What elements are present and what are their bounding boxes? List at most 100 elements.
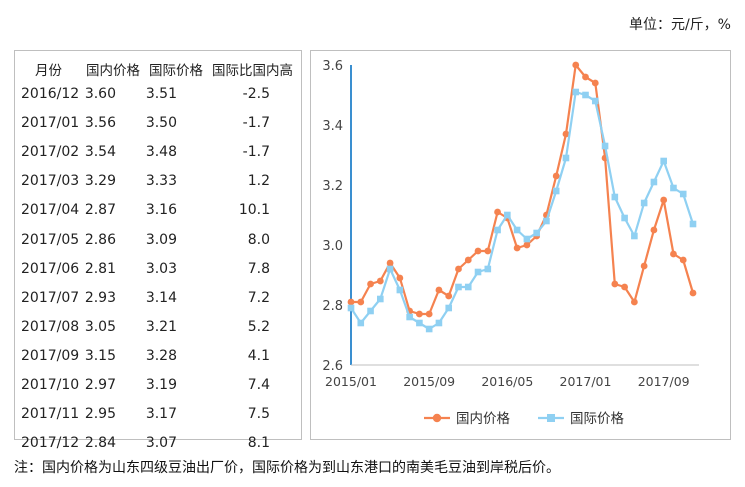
international-price-point — [601, 142, 609, 150]
international-price-point — [455, 283, 462, 291]
international-price-point — [533, 229, 540, 237]
international-price-point — [484, 265, 492, 273]
domestic-price-point — [425, 310, 433, 318]
domestic-price-point — [484, 247, 492, 255]
domestic-price-cell: 3.15 — [84, 347, 116, 364]
international-price-cell: 3.17 — [145, 406, 177, 423]
difference-cell: -2.5 — [242, 86, 270, 102]
difference-cell: 7.2 — [247, 289, 270, 306]
table-row: 2016/12 3.60 3.51 -2.5 — [15, 86, 301, 114]
series-line-domestic — [351, 63, 695, 316]
domestic-price-cell: 3.29 — [84, 173, 116, 190]
table-row: 2017/08 3.05 3.21 5.2 — [15, 319, 301, 347]
international-price-point — [367, 307, 374, 315]
domestic-price-point — [660, 196, 668, 204]
domestic-price-point — [376, 277, 384, 285]
domestic-price-point — [367, 280, 374, 288]
header-difference: 国际比国内高 — [212, 63, 293, 79]
international-price-cell: 3.03 — [145, 260, 177, 277]
domestic-price-point — [513, 244, 521, 252]
month-cell: 2016/12 — [21, 86, 80, 102]
international-price-cell: 3.16 — [145, 202, 177, 219]
international-price-point — [406, 313, 413, 321]
international-price-cell: 3.50 — [145, 115, 177, 132]
international-price-point — [425, 325, 433, 333]
header-domestic-price: 国内价格 — [86, 63, 140, 79]
domestic-price-cell: 3.60 — [84, 86, 116, 102]
difference-cell: 8.0 — [247, 231, 270, 248]
domestic-price-point — [347, 298, 355, 306]
domestic-price-cell: 2.93 — [84, 289, 116, 306]
legend-label-international: 国际价格 — [570, 411, 624, 427]
y-tick-label: 2.8 — [322, 299, 343, 314]
month-cell: 2017/01 — [21, 115, 80, 132]
domestic-price-point — [552, 172, 560, 180]
international-price-cell: 3.51 — [145, 86, 177, 102]
domestic-price-cell: 2.84 — [84, 435, 116, 452]
month-cell: 2017/07 — [21, 289, 80, 306]
chart-canvas: 2.6 2.8 3.0 3.2 3.4 3.6 2015/01 2015/09 2016/05 2… — [322, 59, 699, 427]
international-price-point — [416, 319, 423, 327]
domestic-price-point — [357, 298, 365, 306]
domestic-price-point — [464, 256, 472, 264]
domestic-price-point — [582, 73, 589, 81]
domestic-price-point — [386, 259, 394, 267]
international-price-cell: 3.48 — [145, 144, 177, 161]
table-row: 2017/07 2.93 3.14 7.2 — [15, 290, 301, 318]
month-cell: 2017/10 — [21, 377, 80, 393]
international-price-point — [660, 157, 667, 165]
domestic-price-point — [611, 280, 619, 288]
international-price-point — [670, 184, 677, 192]
international-price-point — [357, 319, 365, 327]
header-international-price: 国际价格 — [149, 63, 203, 79]
x-tick-label: 2017/09 — [638, 374, 690, 389]
domestic-price-point — [562, 130, 570, 138]
domestic-price-point — [640, 262, 648, 270]
international-price-cell: 3.21 — [145, 318, 177, 335]
difference-cell: 10.1 — [238, 202, 270, 219]
international-price-point — [494, 226, 501, 234]
unit-label: 单位：元/斤，% — [628, 17, 731, 33]
international-price-point — [552, 187, 560, 195]
table-row: 2017/06 2.81 3.03 7.8 — [15, 261, 301, 289]
domestic-price-point — [689, 289, 697, 297]
difference-cell: 7.4 — [247, 377, 270, 393]
legend-marker-domestic — [432, 413, 442, 423]
difference-cell: 1.2 — [247, 173, 270, 190]
table-row: 2017/02 3.54 3.48 -1.7 — [15, 144, 301, 172]
international-price-point — [611, 193, 619, 201]
table-row: 2017/04 2.87 3.16 10.1 — [15, 202, 301, 230]
header-month: 月份 — [35, 63, 62, 79]
international-price-cell: 3.09 — [145, 231, 177, 248]
domestic-price-point — [630, 298, 638, 306]
table-row: 2017/01 3.56 3.50 -1.7 — [15, 115, 301, 143]
international-price-point — [445, 304, 453, 312]
month-cell: 2017/04 — [21, 202, 80, 219]
domestic-price-cell: 2.86 — [84, 231, 116, 248]
domestic-price-point — [591, 79, 599, 87]
difference-cell: -1.7 — [242, 115, 270, 132]
x-tick-label: 2017/01 — [560, 374, 612, 389]
y-tick-label: 3.2 — [322, 179, 343, 194]
international-price-point — [640, 199, 648, 207]
international-price-point — [504, 211, 511, 219]
footnote: 注：国内价格为山东四级豆油出厂价，国际价格为到山东港口的南美毛豆油到岸税后价。 — [14, 460, 560, 476]
table-row: 2017/12 2.84 3.07 8.1 — [15, 435, 301, 463]
international-price-cell: 3.07 — [145, 435, 177, 452]
domestic-price-point — [670, 250, 677, 258]
table-row: 2017/09 3.15 3.28 4.1 — [15, 348, 301, 376]
month-cell: 2017/03 — [21, 173, 80, 190]
series-line-international — [350, 90, 695, 331]
international-price-cell: 3.28 — [145, 347, 177, 364]
international-price-point — [435, 319, 443, 327]
domestic-price-point — [621, 283, 628, 291]
international-price-cell: 3.19 — [145, 377, 177, 393]
difference-cell: 7.8 — [247, 260, 270, 277]
international-price-cell: 3.33 — [145, 173, 177, 190]
domestic-price-cell: 3.05 — [84, 318, 116, 335]
difference-cell: 5.2 — [247, 318, 270, 335]
international-price-point — [562, 154, 570, 162]
table-row: 2017/10 2.97 3.19 7.4 — [15, 377, 301, 405]
international-price-cell: 3.14 — [145, 289, 177, 306]
domestic-price-cell: 2.97 — [84, 377, 116, 393]
